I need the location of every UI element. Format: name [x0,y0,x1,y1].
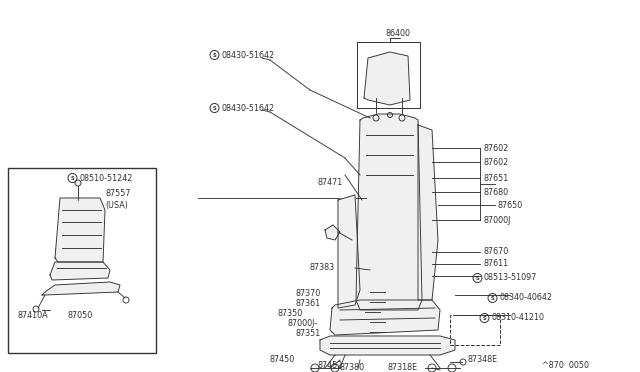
Circle shape [373,115,379,121]
Text: 08513-51097: 08513-51097 [484,273,538,282]
Text: 87380: 87380 [340,363,365,372]
Text: S: S [212,52,216,58]
Text: 87318E: 87318E [388,363,418,372]
Text: 86400: 86400 [385,29,410,38]
Polygon shape [50,262,110,280]
Text: 08310-41210: 08310-41210 [491,314,544,323]
Text: 87350: 87350 [278,308,303,317]
Text: 87452: 87452 [318,360,344,369]
Text: 87050: 87050 [68,311,93,320]
Polygon shape [55,198,105,262]
Text: 87602: 87602 [483,144,508,153]
Text: 08510-51242: 08510-51242 [79,173,132,183]
Text: 87351: 87351 [295,328,320,337]
Text: 87602: 87602 [483,157,508,167]
Text: 87370: 87370 [295,289,320,298]
Text: 87670: 87670 [483,247,508,257]
Circle shape [75,180,81,186]
Text: 87410A: 87410A [18,311,49,320]
Text: 08340-40642: 08340-40642 [499,294,552,302]
Polygon shape [356,114,422,310]
Text: 87680: 87680 [483,187,508,196]
Text: 87651: 87651 [483,173,508,183]
Polygon shape [325,225,340,240]
Bar [8,168,156,353]
Text: 87000J: 87000J [483,215,510,224]
Text: 87471: 87471 [318,177,343,186]
Polygon shape [42,282,120,295]
Text: S: S [476,276,479,280]
Text: 87383: 87383 [310,263,335,273]
Text: S: S [491,295,494,301]
Polygon shape [330,300,440,335]
Text: 08430-51642: 08430-51642 [221,51,274,60]
Circle shape [399,115,405,121]
Bar [450,315,500,345]
Text: 87611: 87611 [483,260,508,269]
Text: S: S [70,176,74,180]
Text: 87450: 87450 [270,356,295,365]
Text: 87557: 87557 [105,189,131,198]
Polygon shape [418,125,438,300]
Text: S: S [483,315,486,321]
Text: 87000J-: 87000J- [288,318,318,327]
Text: 87361: 87361 [295,298,320,308]
Polygon shape [320,336,455,355]
Text: 87650: 87650 [498,201,524,209]
Text: 08430-51642: 08430-51642 [221,103,274,112]
Polygon shape [338,195,360,308]
Text: ^870  0050: ^870 0050 [542,360,589,369]
Text: S: S [212,106,216,110]
Polygon shape [364,52,410,105]
Text: 87348E: 87348E [468,356,498,365]
Text: (USA): (USA) [105,201,128,209]
